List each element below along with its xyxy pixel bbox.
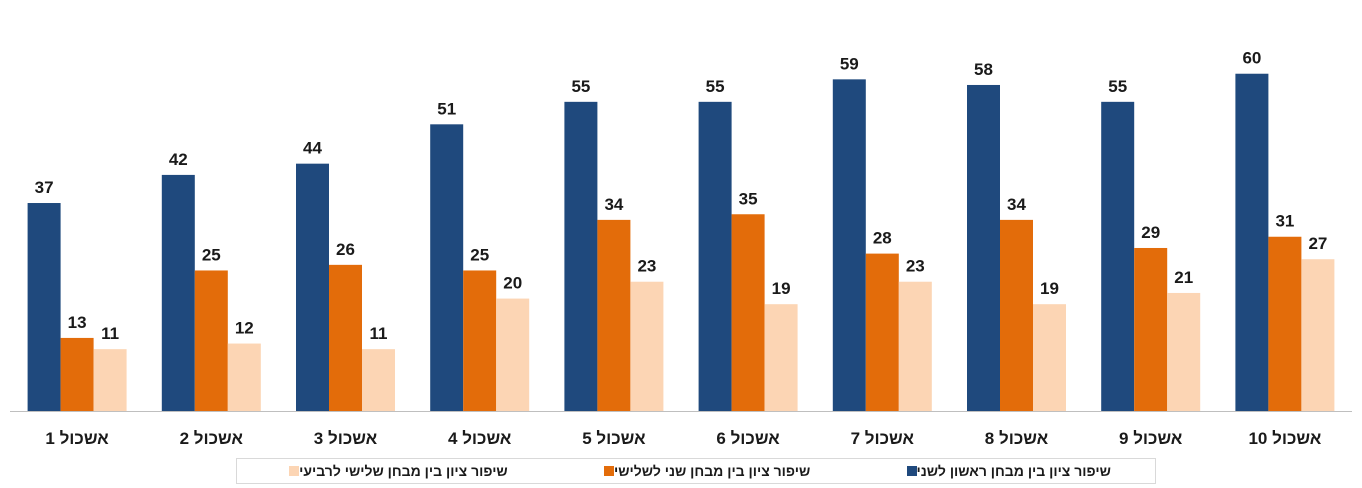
category-label-1: אשכול 1 — [45, 429, 109, 448]
category-label-10: אשכול 10 — [1248, 429, 1321, 448]
bar-series-3-cat-4 — [496, 298, 530, 411]
legend-label-3: שיפור ציון בין מבחן שלישי לרביעי — [299, 463, 508, 479]
bar-series-2-cat-1 — [60, 337, 94, 411]
bar-series-3-cat-3 — [362, 349, 395, 411]
bar-series-3-cat-8 — [1033, 304, 1066, 411]
legend-label-2: שיפור ציון בין מבחן שני לשלישי — [614, 463, 811, 479]
bar-series-3-cat-1 — [93, 349, 127, 411]
value-labels-layer: 37 13 11 42 25 12 44 26 11 51 25 20 55 34 23 55 35 19 59 28… — [35, 49, 1328, 343]
legend-swatch-1 — [906, 466, 917, 476]
value-label-series-2-cat-1: 13 — [68, 313, 87, 332]
bar-series-1-cat-2 — [161, 174, 195, 411]
value-label-series-1-cat-10: 60 — [1242, 49, 1261, 68]
category-label-4: אשכול 4 — [448, 429, 512, 448]
bar-series-1-cat-10 — [1235, 73, 1269, 412]
bar-series-1-cat-9 — [1101, 101, 1135, 411]
legend-swatch-3 — [289, 466, 300, 476]
bars-layer — [27, 73, 1335, 412]
category-label-5: אשכול 5 — [582, 429, 646, 448]
bar-series-2-cat-10 — [1268, 236, 1302, 411]
value-label-series-3-cat-4: 20 — [503, 274, 522, 293]
bar-series-2-cat-8 — [1000, 219, 1033, 411]
value-label-series-2-cat-3: 26 — [336, 240, 355, 259]
bar-series-1-cat-3 — [296, 163, 329, 411]
bar-series-1-cat-7 — [832, 79, 866, 412]
bar-series-1-cat-8 — [967, 84, 1000, 411]
value-label-series-1-cat-3: 44 — [303, 139, 322, 158]
value-label-series-3-cat-8: 19 — [1040, 279, 1059, 298]
value-label-series-3-cat-5: 23 — [637, 257, 656, 276]
value-label-series-3-cat-7: 23 — [906, 257, 925, 276]
legend-item-3: שיפור ציון בין מבחן שלישי לרביעי — [281, 463, 508, 479]
bar-series-3-cat-9 — [1167, 292, 1201, 411]
value-label-series-1-cat-5: 55 — [571, 77, 590, 96]
legend-item-1: שיפור ציון בין מבחן ראשון לשני — [899, 463, 1111, 479]
value-label-series-1-cat-7: 59 — [840, 54, 859, 73]
legend-label-1: שיפור ציון בין מבחן ראשון לשני — [916, 463, 1111, 479]
category-label-8: אשכול 8 — [985, 429, 1049, 448]
value-label-series-3-cat-1: 11 — [101, 324, 119, 343]
value-label-series-1-cat-2: 42 — [169, 150, 188, 169]
value-label-series-1-cat-8: 58 — [974, 60, 993, 79]
category-label-6: אשכול 6 — [716, 429, 780, 448]
value-label-series-2-cat-5: 34 — [604, 195, 623, 214]
bar-series-3-cat-5 — [630, 281, 664, 411]
value-label-series-1-cat-6: 55 — [706, 77, 725, 96]
bar-chart: 37 13 11 42 25 12 44 26 11 51 25 20 55 34 23 55 35 19 59 28… — [10, 49, 1352, 448]
value-label-series-3-cat-3: 11 — [370, 324, 388, 343]
legend-item-2: שיפור ציון בין מבחן שני לשלישי — [596, 463, 810, 479]
bar-series-3-cat-10 — [1301, 259, 1335, 411]
bar-series-1-cat-4 — [430, 124, 464, 412]
bar-series-1-cat-5 — [564, 101, 598, 411]
bar-series-2-cat-5 — [597, 219, 631, 411]
bar-series-3-cat-2 — [227, 343, 261, 411]
bar-series-2-cat-7 — [865, 253, 899, 411]
bar-series-3-cat-6 — [764, 304, 798, 411]
value-label-series-2-cat-2: 25 — [202, 245, 221, 264]
category-label-7: אשכול 7 — [851, 429, 915, 448]
category-labels-layer: אשכול 1 אשכול 2 אשכול 3 אשכול 4 אשכול 5 אשכול… — [45, 429, 1321, 448]
value-label-series-2-cat-10: 31 — [1275, 212, 1294, 231]
value-label-series-1-cat-4: 51 — [437, 99, 456, 118]
bar-series-2-cat-2 — [194, 270, 228, 411]
value-label-series-2-cat-8: 34 — [1007, 195, 1026, 214]
value-label-series-2-cat-9: 29 — [1141, 223, 1160, 242]
value-label-series-3-cat-9: 21 — [1174, 268, 1193, 287]
bar-series-2-cat-3 — [329, 264, 362, 411]
value-label-series-1-cat-1: 37 — [35, 178, 54, 197]
value-label-series-2-cat-4: 25 — [470, 245, 489, 264]
bar-series-1-cat-6 — [698, 101, 732, 411]
value-label-series-2-cat-7: 28 — [873, 229, 892, 248]
value-label-series-3-cat-10: 27 — [1308, 234, 1327, 253]
value-label-series-3-cat-6: 19 — [772, 279, 791, 298]
category-label-9: אשכול 9 — [1119, 429, 1183, 448]
legend: שיפור ציון בין מבחן ראשון לשני שיפור ציון… — [236, 458, 1156, 484]
bar-series-2-cat-9 — [1134, 247, 1168, 411]
value-label-series-1-cat-9: 55 — [1108, 77, 1127, 96]
bar-series-1-cat-1 — [27, 203, 61, 411]
category-label-2: אשכול 2 — [180, 429, 244, 448]
value-label-series-2-cat-6: 35 — [739, 189, 758, 208]
bar-series-3-cat-7 — [898, 281, 932, 411]
bar-series-2-cat-6 — [731, 214, 765, 411]
legend-swatch-2 — [604, 466, 614, 476]
value-label-series-3-cat-2: 12 — [235, 319, 254, 338]
bar-series-2-cat-4 — [463, 270, 497, 411]
category-label-3: אשכול 3 — [314, 429, 378, 448]
